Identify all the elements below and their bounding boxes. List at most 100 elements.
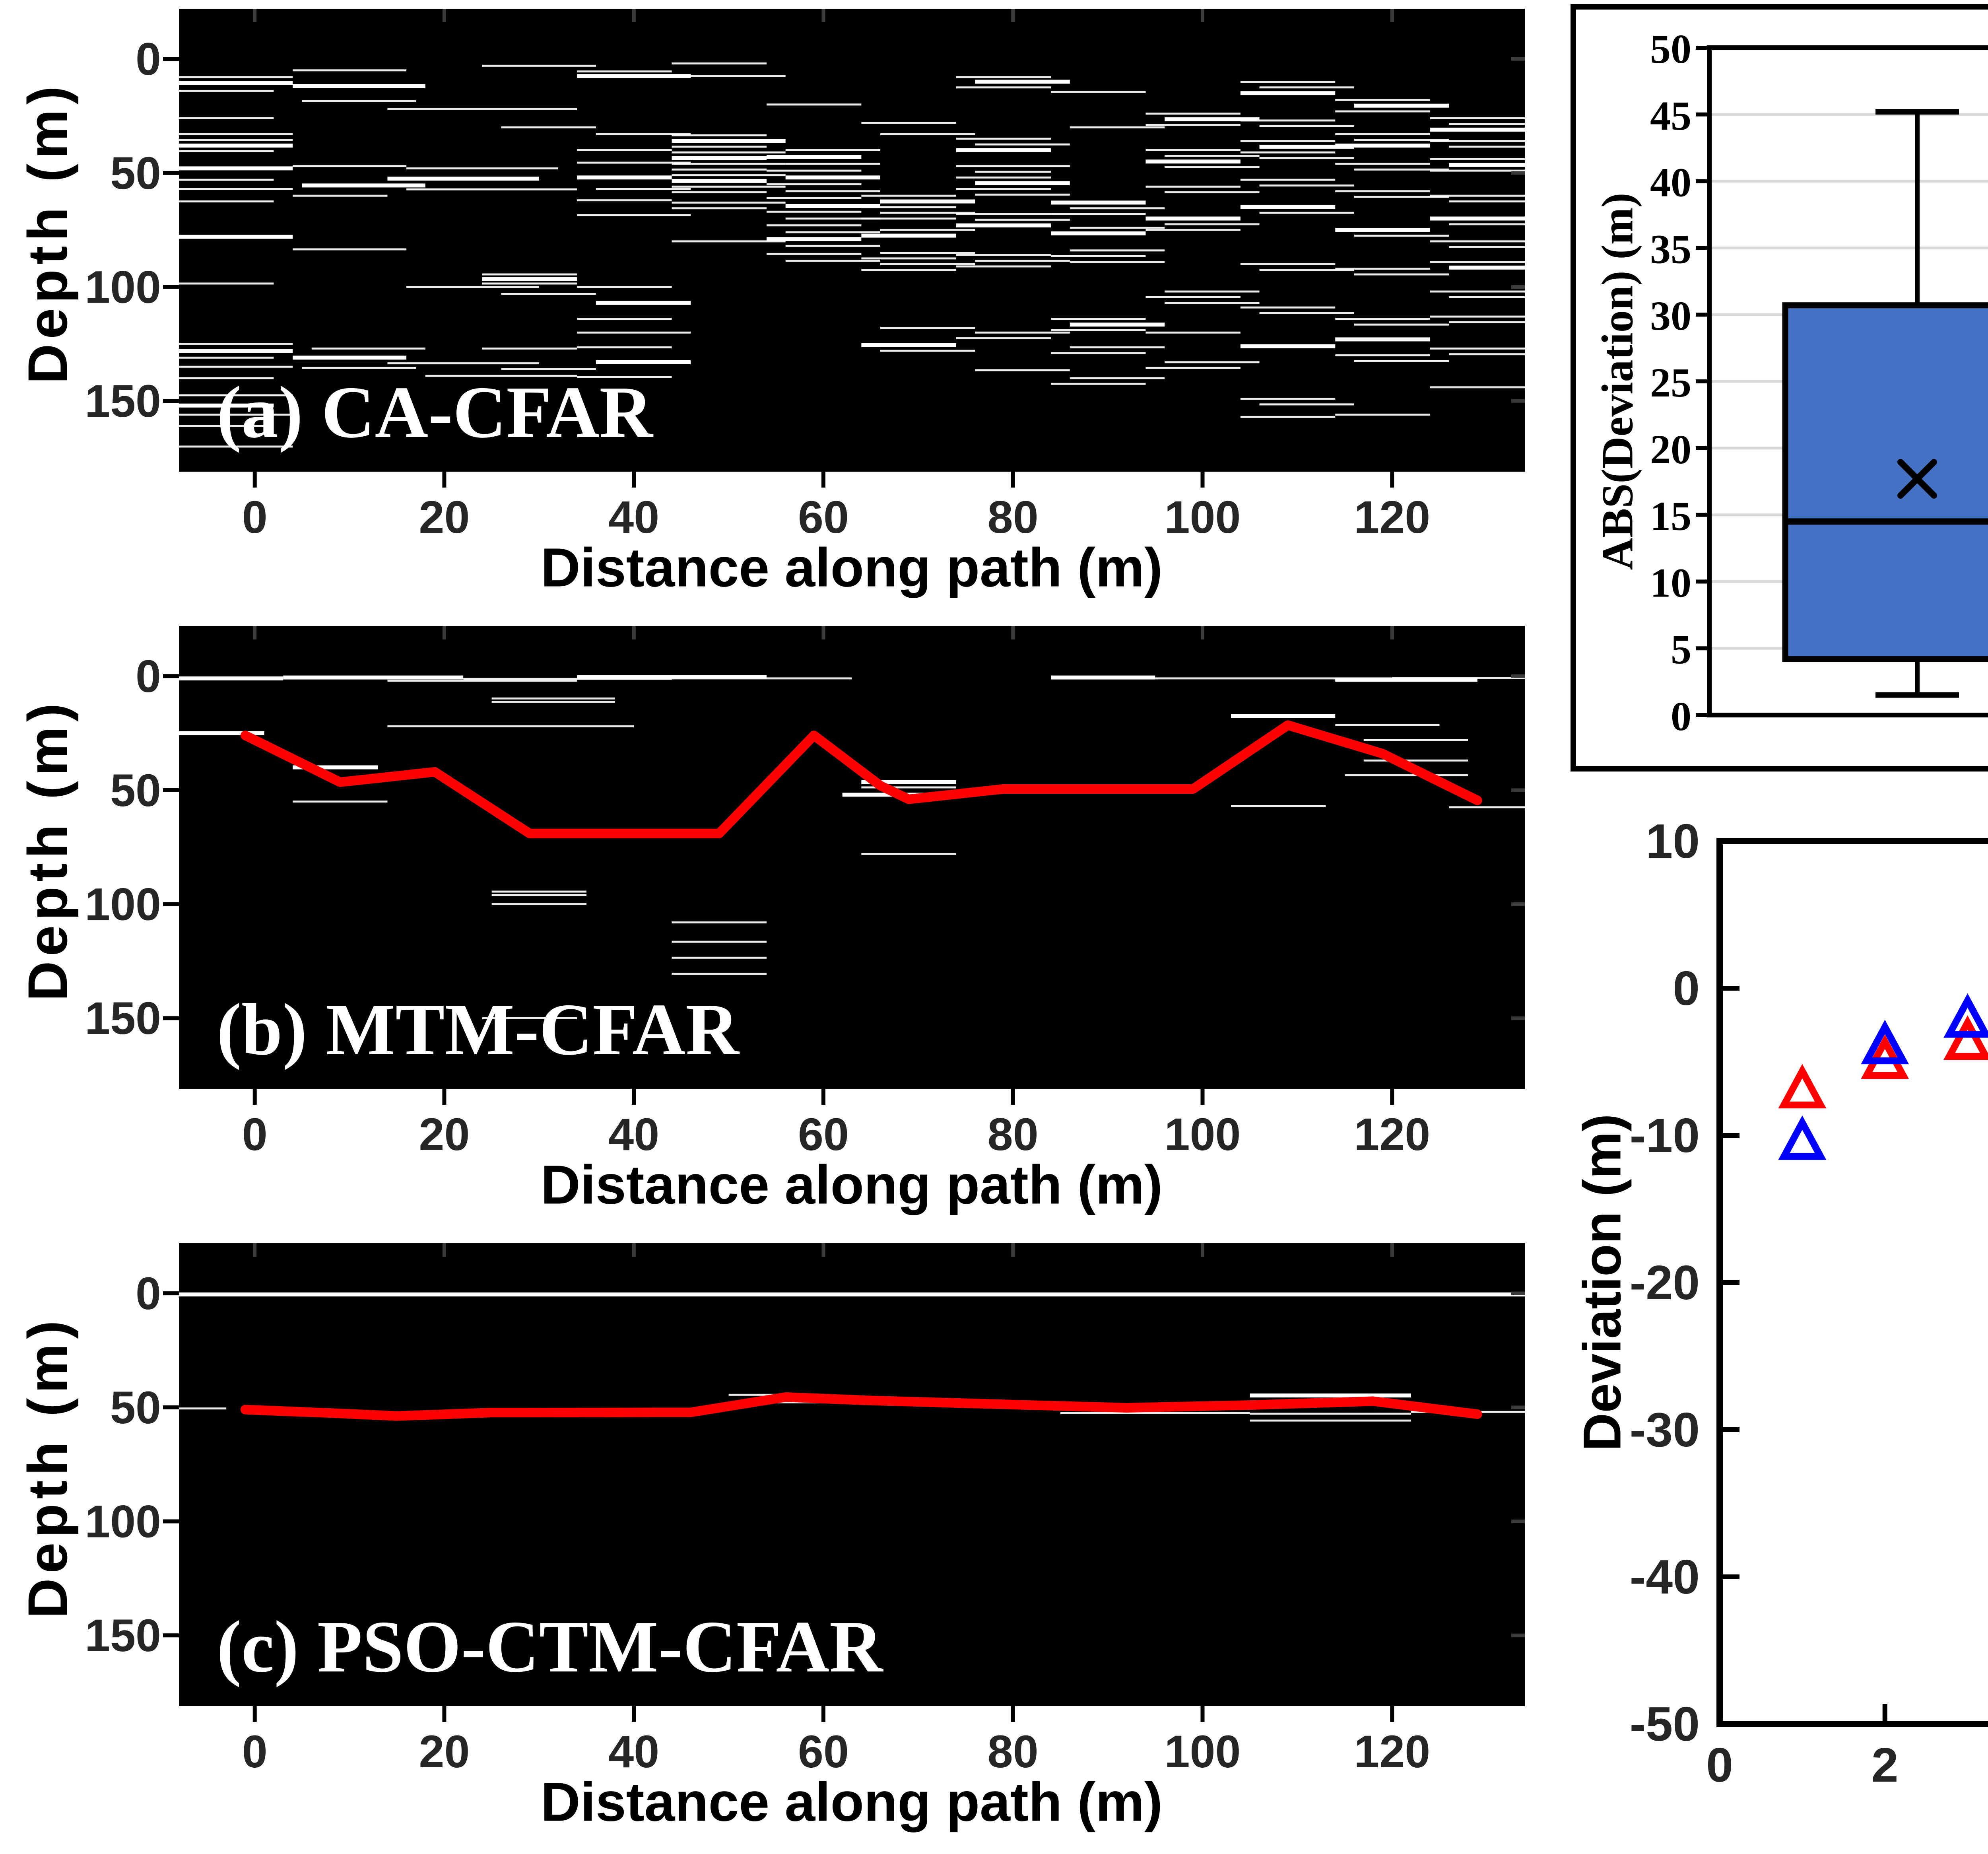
detection-segment [1259,125,1354,127]
detection-segment [482,1017,577,1019]
box-mean-marker [1897,459,1937,499]
x-tick-label: 120 [1354,1109,1430,1160]
detection-segment [1259,144,1354,149]
detection-segment [1070,346,1165,348]
x-tick-label: 120 [1354,492,1430,543]
x-tick-label: 0 [1706,1738,1733,1792]
detection-segment [1363,759,1468,762]
x-tick-label: 100 [1165,1726,1241,1777]
detection-segment [406,188,577,190]
detection-segment [293,165,407,167]
detection-segment [1070,249,1165,252]
detection-segment [179,133,293,135]
detection-segment [1051,255,1146,257]
detection-segment [861,343,956,347]
detection-segment [672,146,767,148]
y-tick-label: 10 [1646,814,1700,868]
detection-segment [1354,168,1449,171]
detection-segment [577,149,672,152]
detection-segment [1051,318,1146,320]
detection-segment [1070,323,1165,327]
detection-segment [1259,212,1354,214]
detection-segment [1430,347,1525,350]
detection-segment [880,252,975,254]
y-tick-label: 50 [1650,26,1691,72]
detection-segment [1259,312,1354,314]
detection-segment [1145,113,1241,115]
detection-segment [1430,240,1525,243]
detection-segment [672,62,767,65]
detection-segment [1145,124,1241,126]
detection-segment [956,148,1051,152]
detection-segment [1051,231,1146,235]
x-tick-label: 0 [242,1109,268,1160]
detection-segment [179,81,293,85]
detection-segment [1335,163,1430,165]
panel-b-x-axis-label: Distance along path (m) [540,1154,1163,1216]
detection-segment [577,214,691,216]
detection-segment [179,200,274,203]
detection-segment [956,254,1051,256]
panel-e-scatter: 02468101214100-10-20-30-40-50 Trace Devi… [1569,779,1988,1852]
detection-segment [672,185,786,188]
detection-segment [956,265,1051,268]
y-tick-label: 40 [1650,160,1691,206]
detection-segment [577,346,672,348]
detection-segment [956,223,1051,227]
detection-segment [672,941,767,943]
detection-segment [1449,123,1525,125]
detection-segment [179,282,274,285]
panel-a-x-axis-label: Distance along path (m) [540,537,1163,599]
detection-segment [293,84,425,88]
detection-segment [179,425,274,427]
y-tick-label: 100 [85,262,161,313]
detection-segment [766,183,862,186]
x-tick-label: 40 [608,1726,659,1777]
detection-segment [387,177,539,181]
detection-segment [179,1407,227,1410]
detection-segment [577,199,672,202]
detection-segment [1430,158,1525,160]
detection-segment [387,680,577,682]
detection-segment [179,394,293,396]
detection-segment [1354,273,1449,276]
detection-segment [975,171,1051,173]
detection-segment [1335,318,1430,320]
detection-segment [1165,223,1260,225]
detection-segment [785,231,881,233]
detection-segment [975,193,1070,196]
detection-segment [1430,315,1525,318]
detection-segment [1259,184,1354,187]
detection-segment [1240,80,1336,83]
detection-segment [179,235,293,239]
detection-segment [179,403,274,408]
detection-segment [1051,675,1155,680]
y-tick-label: 35 [1650,226,1691,272]
detection-segment [1240,179,1336,181]
y-tick-label: 45 [1650,93,1691,139]
detection-segment [766,155,862,159]
detection-segment [1240,91,1336,95]
detection-segment [1240,263,1336,265]
detection-segment [975,143,1070,146]
x-tick-label: 60 [798,1726,849,1777]
detection-segment [1449,321,1525,323]
detection-segment [1060,1412,1250,1414]
detection-segment [1449,223,1525,225]
detection-segment [1449,163,1525,167]
detection-segment [1259,403,1354,406]
detection-segment [179,117,274,119]
detection-segment [766,224,862,227]
detection-segment [672,201,786,204]
detection-segment [1335,110,1430,113]
detection-segment [179,377,274,379]
detection-segment [956,165,1070,167]
detection-segment [1240,205,1336,209]
detection-segment [861,122,956,124]
detection-segment [293,248,407,251]
pick-line [240,1392,1482,1421]
detection-segment [179,676,283,680]
detection-segment [302,100,416,102]
detection-segment [1145,229,1241,231]
